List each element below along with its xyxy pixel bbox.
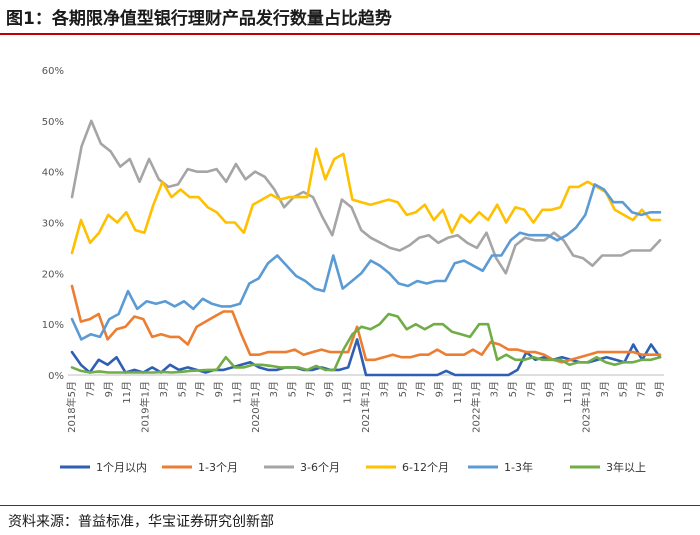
x-tick-label: 9月: [544, 381, 556, 397]
x-tick-label: 2021年1月: [359, 381, 372, 433]
legend-label: 3-6个月: [300, 461, 340, 474]
source-note: 资料来源：普益标准，华宝证券研究创新部: [8, 514, 274, 530]
x-tick-label: 3月: [158, 381, 170, 397]
x-tick-label: 9月: [103, 381, 115, 397]
x-tick-label: 5月: [397, 381, 409, 397]
x-tick-label: 2023年1月: [580, 381, 593, 433]
series-line-3: [70, 147, 662, 255]
x-tick-label: 2020年1月: [249, 381, 262, 433]
x-tick-label: 5月: [176, 381, 188, 397]
title-rule: [0, 33, 700, 35]
x-tick-label: 3月: [378, 381, 390, 397]
legend-label: 1-3个月: [198, 461, 238, 474]
source-rule: [0, 505, 700, 506]
x-tick-label: 7月: [636, 381, 648, 397]
x-tick-label: 11月: [342, 381, 354, 404]
series-line-1: [70, 284, 662, 364]
y-tick-label: 50%: [42, 117, 64, 128]
legend-label: 6-12个月: [402, 461, 449, 474]
x-tick-label: 7月: [84, 381, 96, 397]
legend: 1个月以内 1-3个月 3-6个月 6-12个月 1-3年 3年以上: [60, 460, 646, 474]
legend-label: 1个月以内: [96, 460, 147, 474]
x-tick-label: 11月: [562, 381, 574, 404]
x-tick-label: 11月: [121, 381, 133, 404]
x-tick-label: 9月: [213, 381, 225, 397]
x-tick-label: 9月: [654, 381, 666, 397]
x-tick-label: 9月: [323, 381, 335, 397]
x-tick-label: 7月: [525, 381, 537, 397]
legend-label: 3年以上: [606, 460, 646, 474]
x-tick-label: 5月: [617, 381, 629, 397]
x-tick-label: 7月: [305, 381, 317, 397]
x-tick-label: 3月: [489, 381, 501, 397]
chart-title: 图1：各期限净值型银行理财产品发行数量占比趋势: [6, 9, 392, 29]
y-tick-label: 60%: [42, 66, 64, 77]
series-layer: [70, 119, 662, 377]
x-tick-label: 7月: [195, 381, 207, 397]
x-tick-label: 2018年5月: [65, 381, 78, 433]
x-tick-label: 3月: [268, 381, 280, 397]
y-tick-label: 20%: [42, 269, 64, 280]
x-tick-label: 2022年1月: [469, 381, 482, 433]
y-tick-label: 40%: [42, 168, 64, 179]
x-tick-label: 7月: [415, 381, 427, 397]
y-tick-label: 30%: [42, 219, 64, 230]
legend-label: 1-3年: [504, 460, 533, 474]
series-line-0: [70, 338, 662, 377]
series-line-2: [70, 119, 662, 275]
x-tick-label: 11月: [452, 381, 464, 404]
x-axis: 2018年5月 7月 9月 11月 2019年1月 3月 5月 7月 9月 11月 2020年1月 3…: [65, 381, 666, 433]
y-tick-label: 0%: [48, 371, 64, 382]
y-axis: 0% 10% 20% 30% 40% 50% 60%: [42, 66, 64, 382]
line-chart: 0% 10% 20% 30% 40% 50% 60% 2018年5月 7月 9月 11月 2019年…: [42, 66, 666, 474]
x-tick-label: 9月: [434, 381, 446, 397]
x-tick-label: 3月: [599, 381, 611, 397]
y-tick-label: 10%: [42, 320, 64, 331]
x-tick-label: 5月: [287, 381, 299, 397]
x-tick-label: 2019年1月: [139, 381, 152, 433]
x-tick-label: 11月: [231, 381, 243, 404]
series-line-4: [70, 183, 662, 341]
series-line-5: [70, 312, 662, 374]
x-tick-label: 5月: [507, 381, 519, 397]
